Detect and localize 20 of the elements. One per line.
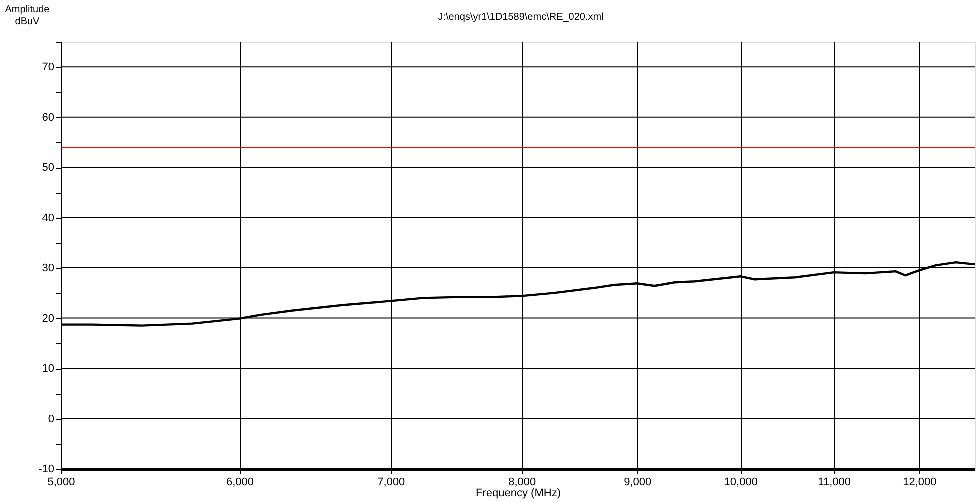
y-tick-label: 50 — [42, 162, 54, 174]
x-tick-label: 7,000 — [378, 476, 406, 488]
x-tick-label: 9,000 — [624, 476, 652, 488]
y-axis-title: Amplitude dBuV — [5, 4, 50, 28]
y-tick-label: 10 — [42, 363, 54, 376]
x-tick-label: 12,000 — [903, 476, 937, 488]
y-tick-label: 30 — [42, 262, 54, 275]
y-tick-label: 70 — [42, 62, 54, 74]
x-tick-label: 11,000 — [818, 476, 852, 488]
x-tick-label: 6,000 — [226, 476, 254, 488]
y-tick-label: 60 — [42, 112, 54, 124]
x-tick-label: 5,000 — [48, 476, 76, 488]
x-tick-label: 10,000 — [724, 476, 758, 488]
chart-title: J:\enqs\yr1\1D1589\emc\RE_020.xml — [438, 12, 604, 23]
y-tick-label: 40 — [42, 212, 54, 224]
x-axis-title: Frequency (MHz) — [476, 488, 561, 500]
y-tick-label: 0 — [48, 413, 54, 426]
x-tick-label: 8,000 — [508, 476, 536, 488]
y-tick-label: -10 — [38, 464, 54, 476]
y-tick-label: 20 — [42, 312, 54, 325]
